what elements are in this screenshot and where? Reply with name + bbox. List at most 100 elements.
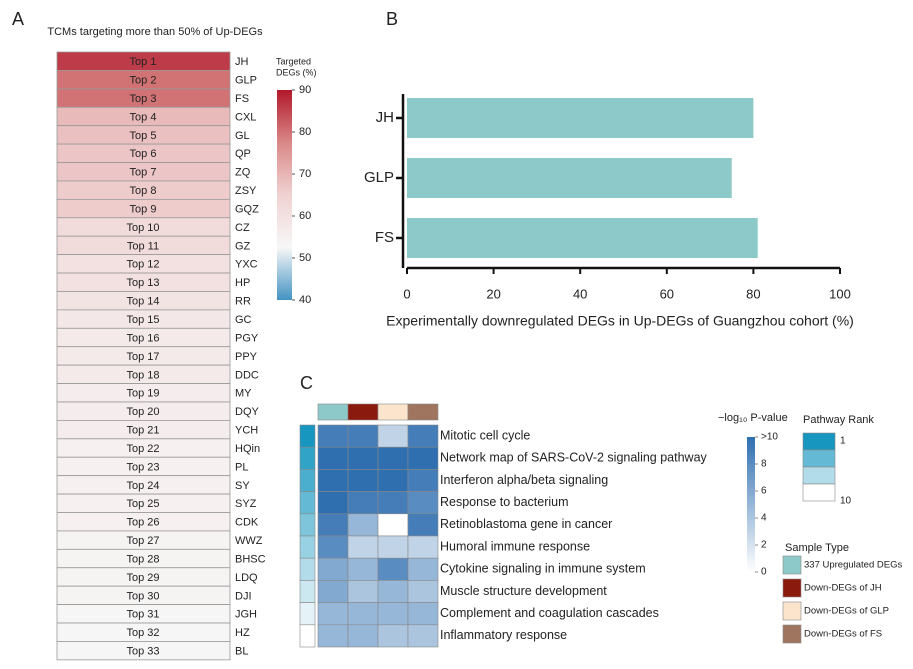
row-label: Muscle structure development: [440, 584, 607, 598]
row-rank-label: Top 20: [126, 406, 159, 418]
row-rank-label: Top 25: [126, 498, 159, 510]
row-label: Humoral immune response: [440, 539, 590, 553]
row-rank-label: Top 27: [126, 535, 159, 547]
colorbar-tick-label: 60: [299, 210, 311, 222]
row-rank-label: Top 1: [130, 56, 157, 68]
heatmap-cell: [407, 513, 439, 537]
row-label: HQin: [235, 443, 260, 455]
colorbar-tick-label: 70: [299, 168, 311, 180]
row-rank-label: Top 28: [126, 553, 159, 565]
colorbar-tick-label: 50: [299, 252, 311, 264]
column-header: [407, 403, 439, 421]
column-header: [347, 403, 379, 421]
heatmap-cell: [317, 513, 349, 537]
row-rank-label: Top 22: [126, 443, 159, 455]
row-rank-label: Top 9: [130, 203, 157, 215]
row-rank-label: Top 30: [126, 590, 159, 602]
x-tick-label: 100: [829, 286, 851, 301]
x-tick-label: 20: [486, 286, 500, 301]
heatmap-cell: [377, 446, 409, 470]
colorbar-tick-label: 90: [299, 84, 311, 96]
heatmap-cell: [347, 469, 379, 492]
panel-label: A: [12, 9, 24, 29]
colorbar: [277, 90, 292, 300]
row-label: GQZ: [235, 203, 259, 215]
row-label: Retinoblastoma gene in cancer: [440, 517, 612, 531]
rank-cell: [299, 624, 316, 648]
heatmap-cell: [377, 557, 409, 581]
row-rank-label: Top 2: [130, 75, 157, 87]
colorbar-tick-label: 2: [761, 540, 767, 551]
colorbar: [747, 437, 755, 572]
row-label: YCH: [235, 425, 258, 437]
legend-label: Down-DEGs of JH: [804, 583, 882, 594]
heatmap-cell: [347, 557, 379, 581]
row-label: FS: [235, 93, 249, 105]
row-label: YXC: [235, 259, 258, 271]
row-rank-label: Top 13: [126, 277, 159, 289]
rank-cell: [299, 469, 316, 492]
colorbar-title: DEGs (%): [276, 67, 317, 77]
row-rank-label: Top 8: [130, 185, 157, 197]
legend-swatch: [782, 601, 802, 621]
row-label: DDC: [235, 369, 259, 381]
column-header: [317, 403, 349, 421]
row-rank-label: Top 31: [126, 609, 159, 621]
heatmap-cell: [407, 580, 439, 603]
row-label: Interferon alpha/beta signaling: [440, 473, 608, 487]
row-label: BHSC: [235, 553, 266, 565]
bar: [407, 98, 754, 138]
row-label: GLP: [235, 75, 257, 87]
row-rank-label: Top 11: [127, 240, 159, 252]
heatmap-cell: [347, 624, 379, 648]
row-rank-label: Top 16: [126, 332, 159, 344]
row-label: CXL: [235, 111, 256, 123]
row-label: PGY: [235, 332, 259, 344]
row-rank-label: Top 18: [126, 369, 159, 381]
row-label: MY: [235, 388, 252, 400]
legend-title: Pathway Rank: [803, 414, 874, 426]
rank-cell: [299, 513, 316, 537]
rank-cell: [299, 491, 316, 515]
row-rank-label: Top 7: [130, 167, 157, 179]
row-rank-label: Top 24: [126, 480, 159, 492]
colorbar-tick-label: 4: [761, 513, 767, 524]
rank-legend-box: [802, 449, 836, 468]
row-label: Mitotic cell cycle: [440, 428, 530, 442]
heatmap-cell: [56, 641, 231, 661]
heatmap-cell: [407, 624, 439, 648]
colorbar-tick-label: 8: [761, 459, 767, 470]
rank-legend-tick-label: 1: [840, 436, 846, 447]
heatmap-cell: [407, 491, 439, 515]
row-label: Complement and coagulation cascades: [440, 606, 659, 620]
heatmap-cell: [347, 535, 379, 559]
row-label: PPY: [235, 351, 258, 363]
rank-cell: [299, 602, 316, 626]
row-label: HZ: [235, 627, 250, 639]
row-label: Network map of SARS-CoV-2 signaling path…: [440, 451, 708, 465]
row-label: DJI: [235, 590, 252, 602]
heatmap-cell: [317, 424, 349, 448]
colorbar-tick-label: 6: [761, 486, 767, 497]
rank-legend-box: [802, 483, 836, 502]
column-header: [377, 403, 409, 421]
row-label: GL: [235, 130, 250, 142]
row-label: LDQ: [235, 572, 258, 584]
colorbar-title: −log₁₀ P-value: [718, 412, 788, 424]
rank-cell: [299, 446, 316, 470]
row-label: ZSY: [235, 185, 257, 197]
row-rank-label: Top 12: [126, 259, 159, 271]
row-rank-label: Top 5: [130, 130, 157, 142]
row-rank-label: Top 3: [130, 93, 157, 105]
heatmap-cell: [377, 424, 409, 448]
legend-swatch: [782, 578, 802, 598]
heatmap-cell: [407, 602, 439, 626]
row-rank-label: Top 23: [126, 461, 159, 473]
panel-label: C: [300, 373, 313, 393]
row-rank-label: Top 21: [126, 425, 159, 437]
row-label: GC: [235, 314, 252, 326]
legend-label: 337 Upregulated DEGs: [804, 560, 902, 571]
row-label: Inflammatory response: [440, 628, 567, 642]
y-tick-label: JH: [376, 109, 394, 126]
